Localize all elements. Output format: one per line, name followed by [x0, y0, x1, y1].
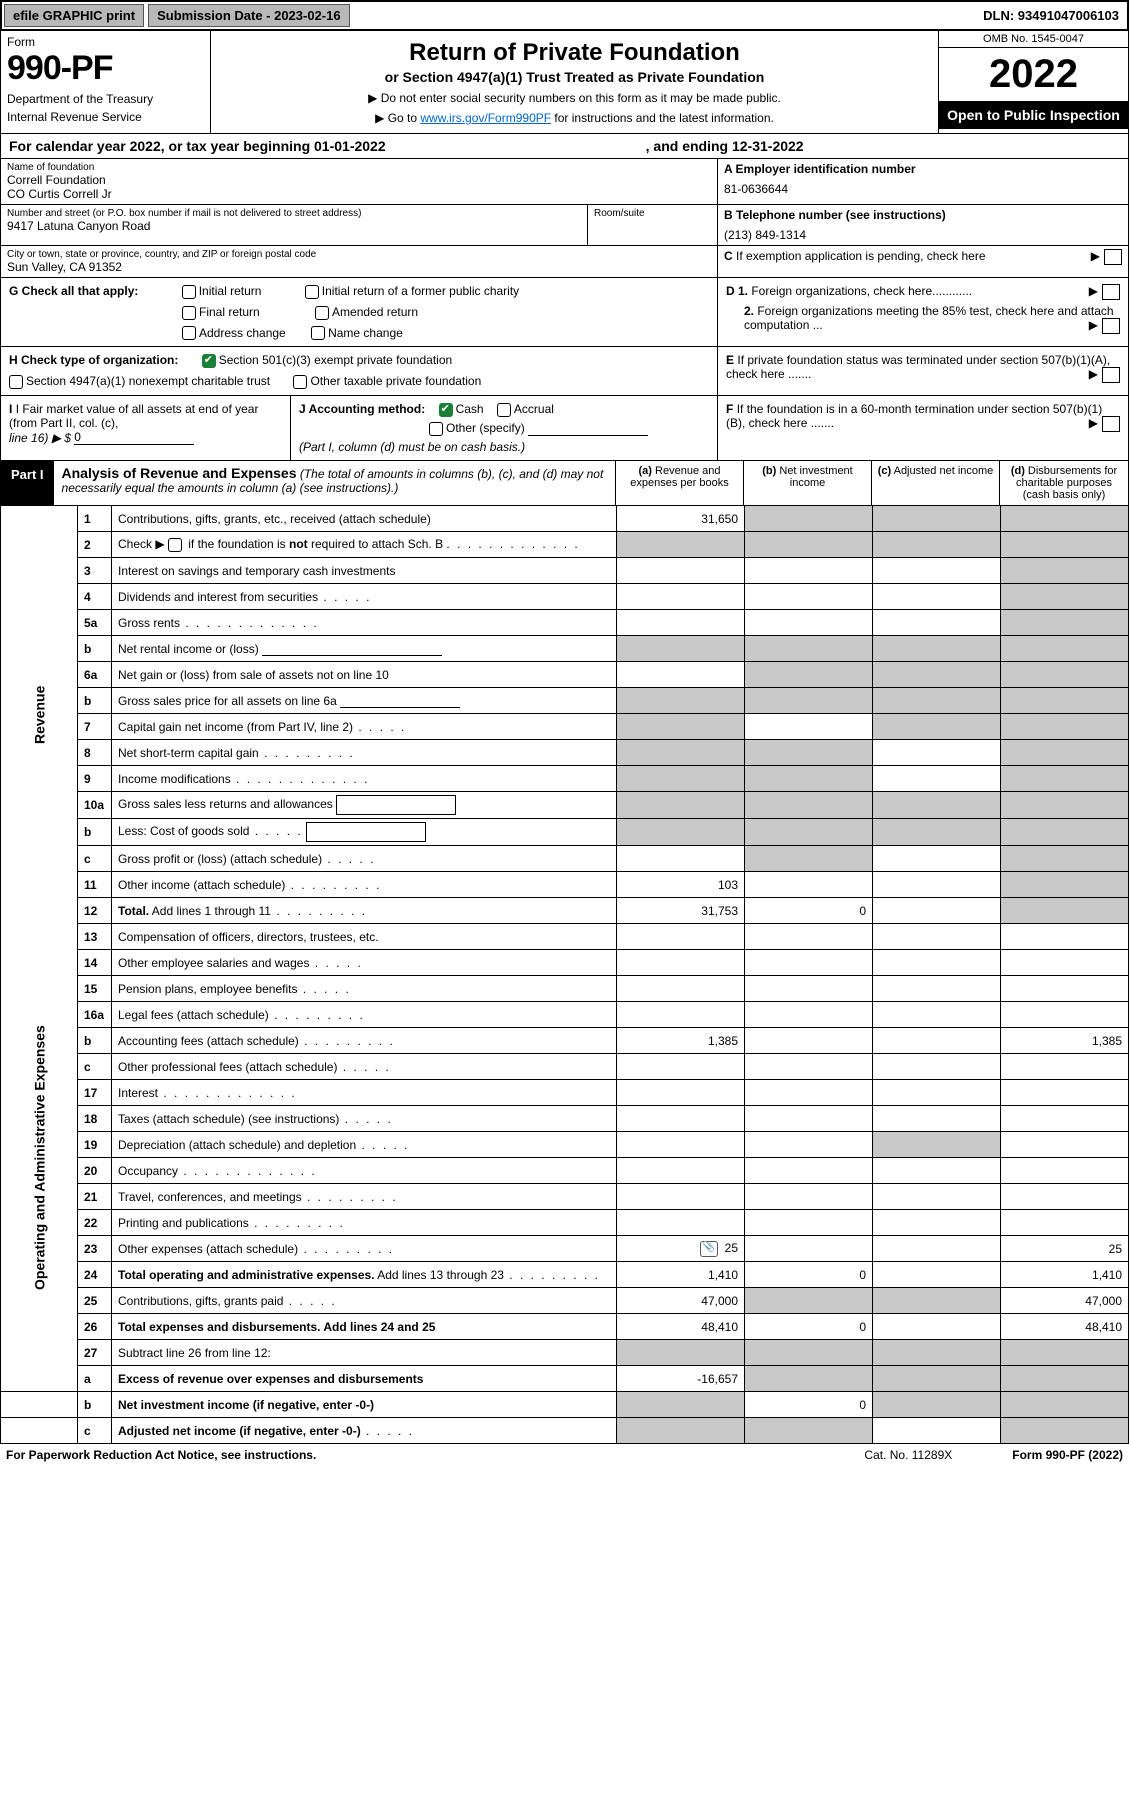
ein-label: A Employer identification number: [724, 162, 1122, 176]
open-inspection: Open to Public Inspection: [939, 101, 1128, 129]
calyear-end: , and ending 12-31-2022: [646, 138, 804, 154]
name-label: Name of foundation: [7, 162, 711, 173]
c-label: If exemption application is pending, che…: [736, 249, 986, 263]
cbx-accrual[interactable]: [497, 403, 511, 417]
f-label: If the foundation is in a 60-month termi…: [726, 402, 1102, 430]
ij-f-row: I I Fair market value of all assets at e…: [0, 396, 1129, 461]
form-subtitle: or Section 4947(a)(1) Trust Treated as P…: [217, 69, 932, 85]
cbx-other-method[interactable]: [429, 422, 443, 436]
part1-header: Part I Analysis of Revenue and Expenses …: [0, 461, 1129, 506]
attachment-icon[interactable]: 📎: [700, 1241, 718, 1257]
name-ein-row: Name of foundation Correll Foundation CO…: [0, 159, 1129, 205]
omb-number: OMB No. 1545-0047: [939, 31, 1128, 48]
form-header: Form 990-PF Department of the Treasury I…: [0, 31, 1129, 134]
col-d-head: (d) Disbursements for charitable purpose…: [1000, 461, 1128, 505]
cbx-name[interactable]: [311, 326, 325, 340]
cbx-initial[interactable]: [182, 285, 196, 299]
cbx-4947[interactable]: [9, 375, 23, 389]
form-number: 990-PF: [7, 49, 204, 88]
addr-phone-row: Number and street (or P.O. box number if…: [0, 205, 1129, 246]
revenue-sidelabel: Revenue: [1, 506, 78, 924]
phone-label: B Telephone number (see instructions): [724, 208, 1122, 222]
irs-link[interactable]: www.irs.gov/Form990PF: [420, 111, 551, 125]
col-c-head: (c) Adjusted net income: [872, 461, 1000, 505]
addr-value: 9417 Latuna Canyon Road: [7, 219, 581, 233]
col-a-head: (a) Revenue and expenses per books: [616, 461, 744, 505]
e-label: If private foundation status was termina…: [726, 353, 1110, 381]
ein-value: 81-0636644: [724, 182, 1122, 196]
cbx-cash[interactable]: [439, 403, 453, 417]
j-label: J Accounting method:: [299, 402, 425, 416]
phone-value: (213) 849-1314: [724, 228, 1122, 242]
cbx-final[interactable]: [182, 306, 196, 320]
city-value: Sun Valley, CA 91352: [7, 260, 711, 274]
cbx-other-taxable[interactable]: [293, 375, 307, 389]
dln: DLN: 93491047006103: [975, 5, 1127, 26]
g-label: G Check all that apply:: [9, 284, 138, 298]
form-footer: Form 990-PF (2022): [1012, 1448, 1123, 1462]
calendar-year-row: For calendar year 2022, or tax year begi…: [0, 134, 1129, 159]
city-c-row: City or town, state or province, country…: [0, 246, 1129, 278]
room-label: Room/suite: [594, 208, 711, 219]
addr-label: Number and street (or P.O. box number if…: [7, 208, 581, 219]
i-label: I Fair market value of all assets at end…: [9, 402, 258, 430]
topbar: efile GRAPHIC print Submission Date - 20…: [0, 0, 1129, 31]
note-link: ▶ Go to www.irs.gov/Form990PF for instru…: [217, 111, 932, 125]
part1-label: Part I: [1, 461, 54, 505]
tax-year: 2022: [939, 48, 1128, 101]
submission-date: Submission Date - 2023-02-16: [148, 4, 350, 27]
form-word: Form: [7, 35, 204, 49]
col-b-head: (b) Net investment income: [744, 461, 872, 505]
part1-title: Analysis of Revenue and Expenses: [62, 465, 297, 481]
cbx-schb[interactable]: [168, 538, 182, 552]
foundation-name1: Correll Foundation: [7, 173, 711, 187]
analysis-table: Revenue 1 Contributions, gifts, grants, …: [0, 506, 1129, 1445]
expenses-sidelabel: Operating and Administrative Expenses: [1, 924, 78, 1392]
g-d-row: G Check all that apply: Initial return I…: [0, 278, 1129, 347]
efile-button[interactable]: efile GRAPHIC print: [4, 4, 144, 27]
h-e-row: H Check type of organization: Section 50…: [0, 347, 1129, 396]
h-label: H Check type of organization:: [9, 353, 178, 367]
calyear-begin: For calendar year 2022, or tax year begi…: [9, 138, 386, 154]
footer: For Paperwork Reduction Act Notice, see …: [0, 1444, 1129, 1466]
cbx-address[interactable]: [182, 326, 196, 340]
form-title: Return of Private Foundation: [217, 39, 932, 67]
cbx-amended[interactable]: [315, 306, 329, 320]
cbx-501c3[interactable]: [202, 354, 216, 368]
cat-number: Cat. No. 11289X: [864, 1448, 952, 1462]
city-label: City or town, state or province, country…: [7, 249, 711, 260]
fmv-value: 0: [74, 430, 194, 445]
irs-label: Internal Revenue Service: [7, 110, 204, 124]
cbx-initial-former[interactable]: [305, 285, 319, 299]
note-ssn: ▶ Do not enter social security numbers o…: [217, 91, 932, 105]
pra-notice: For Paperwork Reduction Act Notice, see …: [6, 1448, 316, 1462]
foundation-name2: CO Curtis Correll Jr: [7, 187, 711, 201]
dept-treasury: Department of the Treasury: [7, 92, 204, 106]
j-note: (Part I, column (d) must be on cash basi…: [299, 440, 525, 454]
